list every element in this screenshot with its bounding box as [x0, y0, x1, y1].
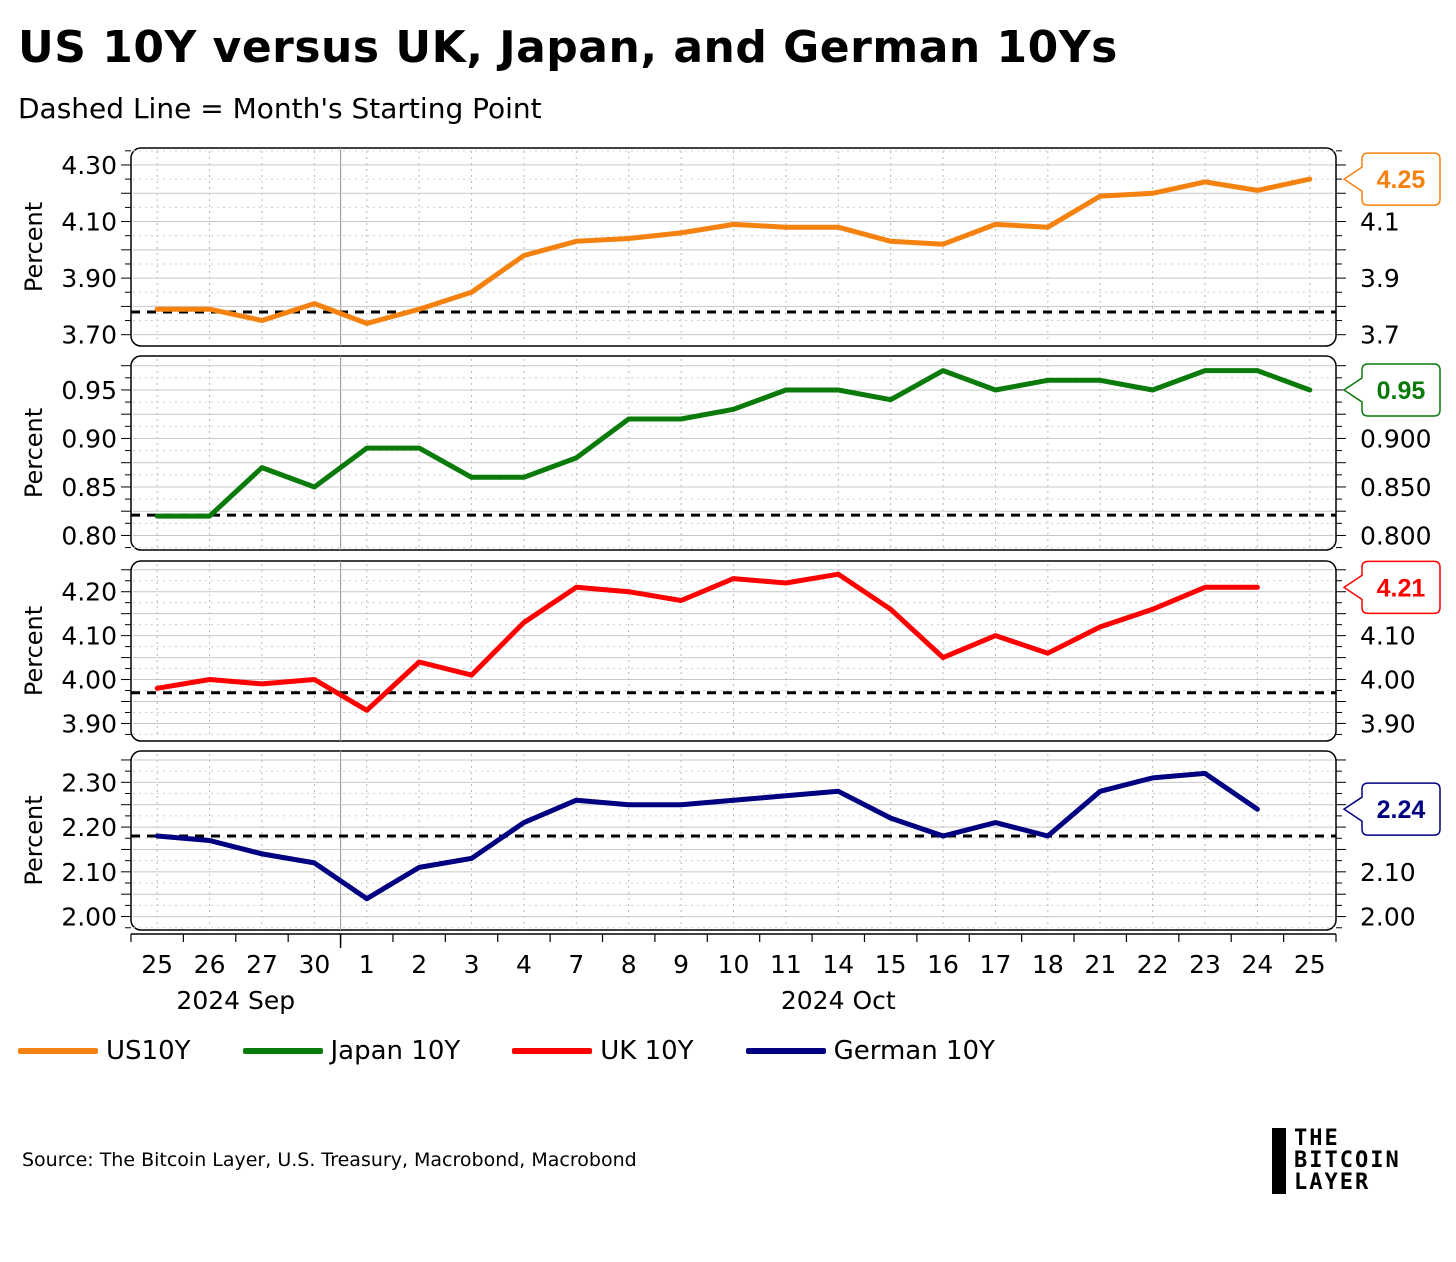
series-line-german-10y: [154, 770, 1260, 902]
legend-swatch: [512, 1048, 593, 1054]
last-value-label: 2.24: [1377, 796, 1426, 824]
y-axis-label: Percent: [20, 202, 48, 292]
y-tick-label: 2.00: [61, 903, 117, 932]
logo-line: BITCOIN: [1294, 1148, 1401, 1173]
y-tick-label-right: 4.00: [1360, 666, 1416, 695]
last-value-callout: [1342, 560, 1441, 615]
y-tick-label: 4.10: [61, 622, 117, 651]
x-tick-label: 3: [464, 950, 480, 979]
y-tick-label: 2.10: [61, 858, 117, 887]
x-tick-label: 8: [621, 950, 637, 979]
x-tick-label: 21: [1084, 950, 1116, 979]
x-tick-label: 30: [298, 950, 330, 979]
x-tick-label: 7: [568, 950, 584, 979]
source-note: Source: The Bitcoin Layer, U.S. Treasury…: [22, 1149, 637, 1171]
x-tick-label: 18: [1032, 950, 1064, 979]
y-tick-label: 2.30: [61, 768, 117, 797]
y-tick-label-right: 3.9: [1360, 264, 1400, 293]
x-tick-label: 4: [516, 950, 532, 979]
y-tick-label-right: 2.00: [1360, 903, 1416, 932]
x-tick-label: 15: [875, 950, 907, 979]
last-value-label: 4.21: [1377, 574, 1426, 602]
y-tick-label: 0.80: [61, 521, 117, 550]
y-tick-label: 4.10: [61, 208, 117, 237]
y-tick-label-right: 4.10: [1360, 622, 1416, 651]
panel-frame-japan-10y: [130, 355, 1337, 551]
y-tick-label: 2.20: [61, 813, 117, 842]
chart-title: US 10Y versus UK, Japan, and German 10Ys: [18, 22, 1118, 73]
logo-bar: [1272, 1128, 1286, 1194]
x-tick-label: 11: [770, 950, 802, 979]
y-tick-label-right: 2.10: [1360, 858, 1416, 887]
y-tick-label-right: 4.1: [1360, 208, 1400, 237]
x-tick-label: 26: [194, 950, 226, 979]
legend-swatch: [745, 1048, 826, 1054]
x-tick-label: 24: [1242, 950, 1274, 979]
legend-label: German 10Y: [833, 1036, 995, 1066]
series-line-uk-10y: [154, 571, 1260, 713]
logo-line: THE: [1294, 1126, 1340, 1151]
logo-line: LAYER: [1294, 1170, 1371, 1195]
y-tick-label-right: 3.7: [1360, 321, 1400, 350]
legend-item: US10Y: [18, 1036, 191, 1066]
x-tick-label: 2: [411, 950, 427, 979]
y-tick-label: 3.90: [61, 709, 117, 738]
y-axis-label: Percent: [20, 606, 48, 696]
x-group-label: 2024 Sep: [176, 986, 295, 1015]
legend-item: Japan 10Y: [242, 1036, 461, 1066]
legend-label: Japan 10Y: [330, 1036, 461, 1066]
x-tick-label: 1: [359, 950, 375, 979]
y-tick-label: 3.70: [61, 321, 117, 350]
x-tick-label: 27: [246, 950, 278, 979]
series-line-japan-10y: [154, 368, 1313, 519]
legend: US10Y Japan 10Y UK 10Y German 10Y: [18, 1036, 995, 1066]
x-group-label: 2024 Oct: [781, 986, 896, 1015]
x-tick-label: 22: [1137, 950, 1169, 979]
legend-swatch: [242, 1048, 323, 1054]
x-tick-label: 25: [141, 950, 173, 979]
x-tick-label: 10: [718, 950, 750, 979]
y-tick-label-right: 3.90: [1360, 709, 1416, 738]
last-value-label: 0.95: [1377, 377, 1426, 405]
x-tick-label: 23: [1189, 950, 1221, 979]
logo-text: THE BITCOIN LAYER: [1294, 1128, 1401, 1194]
x-tick-label: 17: [980, 950, 1012, 979]
y-axis-label: Percent: [20, 795, 48, 885]
legend-label: UK 10Y: [600, 1036, 694, 1066]
x-tick-label: 9: [673, 950, 689, 979]
y-tick-label-right: 0.900: [1360, 424, 1432, 453]
y-tick-label: 4.20: [61, 578, 117, 607]
panel-frame-uk-10y: [130, 560, 1337, 742]
last-value-callout: [1342, 152, 1441, 206]
x-tick-label: 16: [927, 950, 959, 979]
x-tick-label: 14: [822, 950, 854, 979]
y-tick-label-right: 0.800: [1360, 521, 1432, 550]
y-tick-label: 0.95: [61, 376, 117, 405]
y-tick-label: 0.85: [61, 473, 117, 502]
last-value-callout: [1342, 782, 1441, 836]
last-value-label: 4.25: [1377, 166, 1426, 194]
legend-swatch: [18, 1048, 98, 1054]
x-tick-label: 25: [1294, 950, 1326, 979]
panel-frame-german-10y: [130, 750, 1337, 931]
legend-item: UK 10Y: [512, 1036, 694, 1066]
chart-subtitle: Dashed Line = Month's Starting Point: [18, 92, 542, 125]
series-line-us10y: [154, 176, 1313, 326]
bitcoin-layer-logo: THE BITCOIN LAYER: [1272, 1128, 1401, 1194]
y-axis-label: Percent: [20, 408, 48, 498]
legend-item: German 10Y: [745, 1036, 995, 1066]
last-value-callout: [1342, 363, 1441, 417]
y-tick-label: 0.90: [61, 424, 117, 453]
y-tick-label: 3.90: [61, 264, 117, 293]
y-tick-label: 4.30: [61, 151, 117, 180]
y-tick-label-right: 0.850: [1360, 473, 1432, 502]
y-tick-label: 4.00: [61, 666, 117, 695]
legend-label: US10Y: [106, 1036, 191, 1066]
